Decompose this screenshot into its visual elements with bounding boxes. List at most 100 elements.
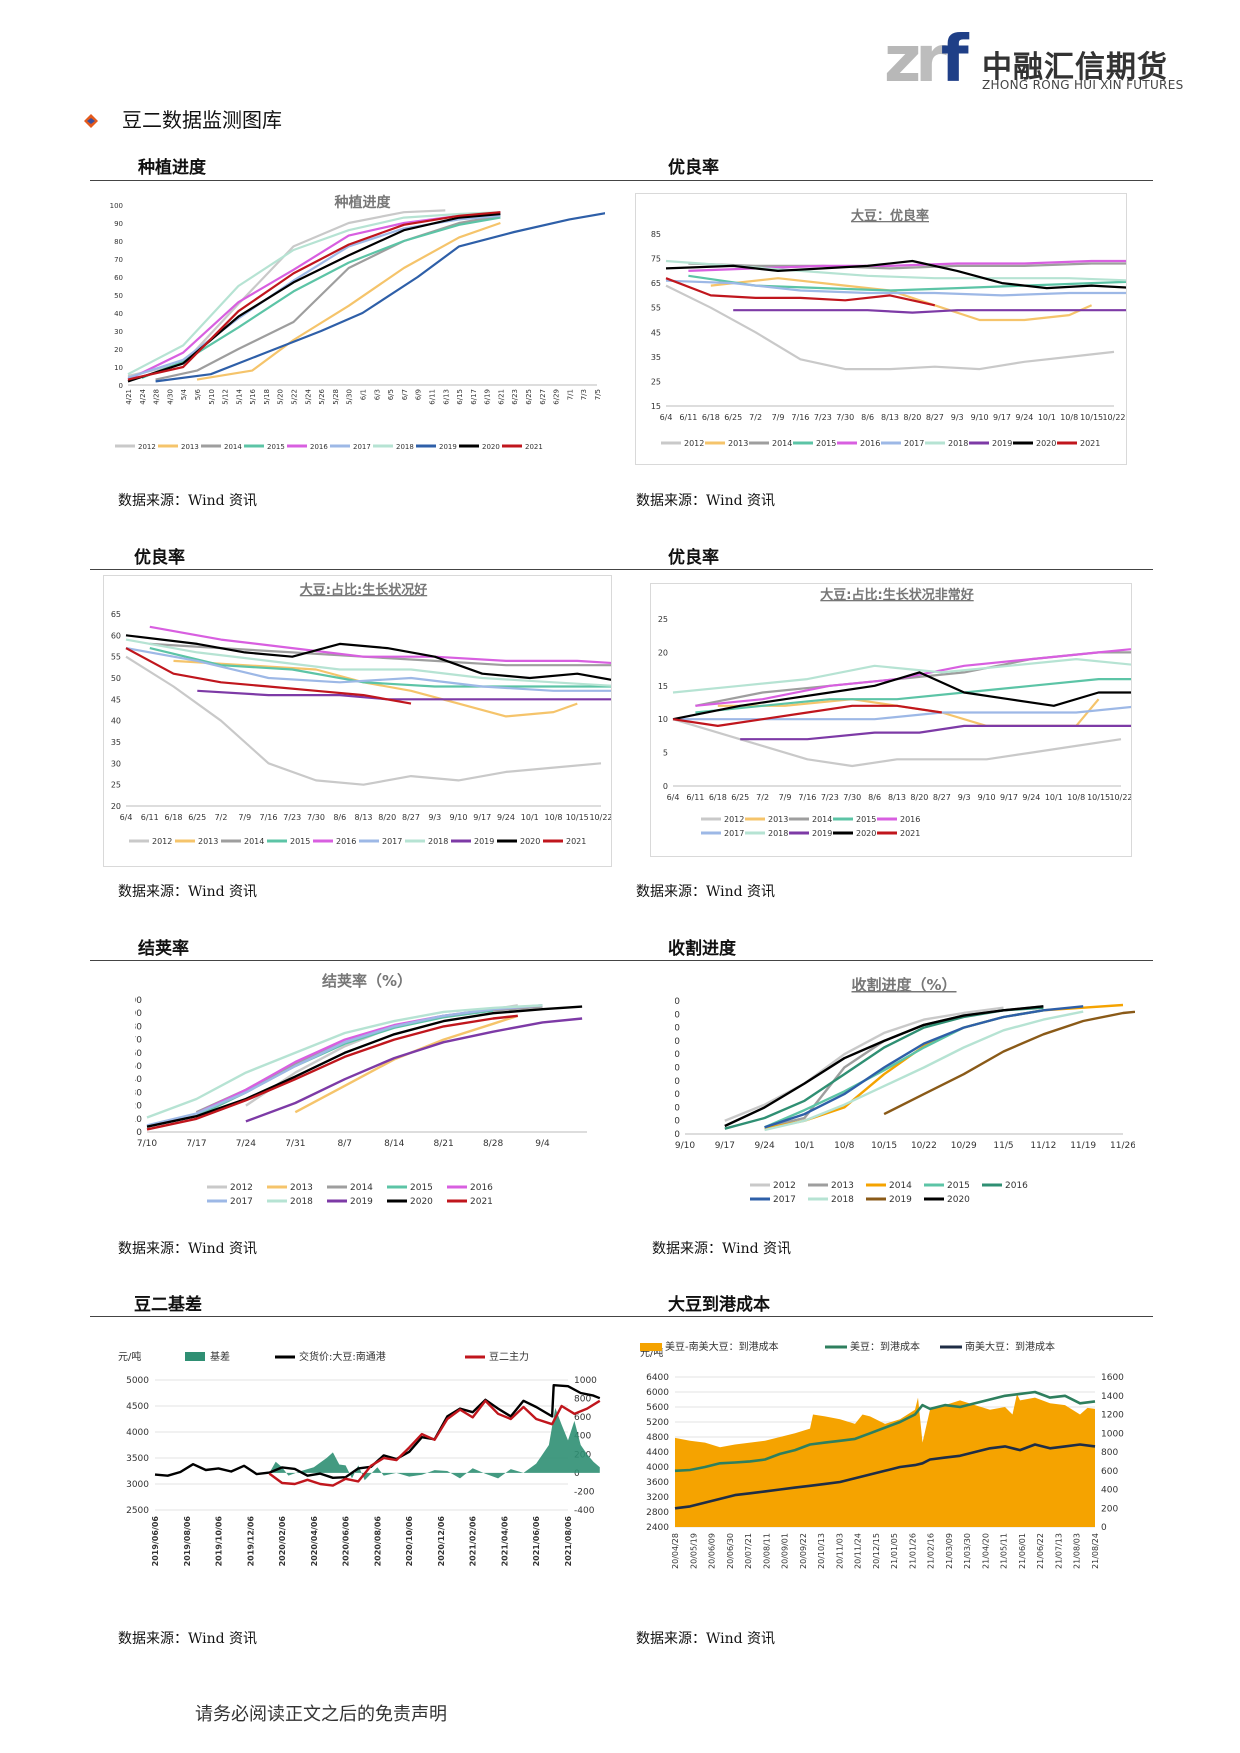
x-tick-label: 5/20: [277, 389, 285, 405]
data-source: 数据来源：Wind 资讯: [636, 884, 776, 900]
section-divider: [90, 1316, 1153, 1317]
chart-svg: 大豆:占比:生长状况好 20 25 30 35 40 45 50 55 60 65 6/4 6/11 6/…: [111, 582, 611, 846]
x-tick-label: 9/3: [951, 413, 964, 422]
legend-label: 2017: [904, 439, 924, 448]
x-tick-label: 2021/08/06: [564, 1516, 573, 1567]
y2-tick-label: 1000: [574, 1376, 597, 1386]
x-tick-label: 21/05/11: [1000, 1533, 1009, 1569]
series-line-2017: [764, 1005, 1084, 1129]
x-tick-label: 20/10/13: [817, 1533, 826, 1569]
chart-soybean-arrival-cost: 元/吨 2400 2800 3200 3600 4000 4400 4800 5200 5600 6…: [635, 1332, 1130, 1597]
x-tick-label: 6/25: [724, 413, 742, 422]
y-tick-label: 10: [114, 364, 123, 372]
x-tick-label: 6/9: [415, 389, 423, 400]
section-title-good-rate-1: 优良率: [668, 158, 719, 178]
y-tick-label: 30: [114, 328, 123, 336]
legend-label: 2020: [410, 1197, 433, 1207]
legend-label: 2016: [470, 1183, 493, 1193]
y-tick-label: 5200: [646, 1418, 669, 1428]
legend-label: 2018: [396, 443, 414, 451]
x-tick-label: 7/3: [580, 389, 588, 400]
x-tick-label: 7/1: [566, 389, 574, 400]
y-tick-label: 25: [658, 615, 668, 624]
legend-label: 2017: [382, 837, 402, 846]
legend-label: 2015: [267, 443, 285, 451]
chart-planting-progress: 种植进度 0 10 20 30 40 50 60 70 80 90 100 4/21 4/24 4/28 4/…: [110, 190, 605, 465]
x-tick-label: 4/24: [139, 388, 147, 404]
chart-svg: 结荚率（%） 0 10 20 30 40 50 60 70 80 90 100 7/10 7/17 7/24…: [135, 972, 587, 1207]
legend-label: 2015: [856, 815, 876, 824]
logo-mark: zrf: [884, 23, 969, 97]
company-name-cn: 中融汇信期货: [982, 50, 1168, 85]
x-tick-label: 10/8: [834, 1141, 854, 1151]
section-divider: [90, 960, 1153, 961]
series-line-2016: [149, 625, 611, 665]
x-tick-label: 9/24: [497, 813, 515, 822]
y2-tick-label: 0: [574, 1469, 580, 1479]
sa-cost-line: [674, 1443, 1096, 1510]
chart-title: 大豆:占比:生长状况非常好: [820, 587, 973, 603]
legend-label: 2013: [831, 1181, 854, 1191]
x-tick-label: 10/8: [1060, 413, 1078, 422]
y2-tick-label: 0: [1101, 1523, 1107, 1533]
legend-label: 2012: [138, 443, 156, 451]
series-line-2018: [127, 211, 501, 376]
x-tick-label: 8/27: [402, 813, 420, 822]
x-tick-label: 11/26: [1110, 1141, 1135, 1151]
y-axis-unit: 元/吨: [118, 1350, 141, 1363]
company-name-en: ZHONG RONG HUI XIN FUTURES: [982, 78, 1184, 92]
legend-label: 2013: [728, 439, 748, 448]
x-tick-label: 6/21: [497, 389, 505, 405]
chart-harvest-progress: 收割进度（%） 0 10 20 30 40 50 60 70 80 90 100 9/10 9/17 9/2…: [675, 970, 1135, 1220]
series-line-2019: [740, 724, 1131, 741]
legend-label: 2014: [812, 815, 832, 824]
legend-label: 2018: [768, 829, 788, 838]
data-source: 数据来源：Wind 资讯: [118, 1631, 258, 1647]
x-tick-label: 8/21: [434, 1139, 454, 1149]
y-tick-label: 80: [135, 1022, 142, 1032]
series-line-2019: [155, 212, 605, 383]
y-tick-label: 60: [114, 274, 123, 282]
chart-svg: 大豆：优良率 15 25 35 45 55 65 75 85 6/4 6/11 6/18 6/25 7/2…: [651, 208, 1126, 448]
series-line-2014: [764, 1003, 1124, 1130]
data-source: 数据来源：Wind 资讯: [118, 1241, 258, 1257]
x-tick-label: 20/05/19: [689, 1533, 698, 1569]
x-tick-label: 6/7: [401, 389, 409, 400]
x-tick-label: 5/28: [332, 389, 340, 405]
x-tick-label: 6/11: [141, 813, 159, 822]
chart-good-rate: 大豆：优良率 15 25 35 45 55 65 75 85 6/4 6/11 6/18 6/25 7/2…: [635, 193, 1127, 465]
y-tick-label: 65: [651, 279, 661, 288]
x-tick-label: 21/02/16: [927, 1533, 936, 1569]
chart-soybean2-basis: 元/吨250030003500400045005000-400-20002004…: [110, 1330, 610, 1595]
chart-title: 大豆:占比:生长状况好: [300, 582, 427, 598]
y-tick-label: 20: [658, 648, 668, 657]
x-tick-label: 8/28: [483, 1139, 503, 1149]
x-tick-label: 10/15: [566, 813, 589, 822]
chart-title: 大豆：优良率: [851, 208, 929, 224]
x-tick-label: 11/5: [993, 1141, 1013, 1151]
x-tick-label: 8/13: [355, 813, 373, 822]
x-tick-label: 10/22: [1102, 413, 1125, 422]
legend-label: 2014: [224, 443, 242, 451]
y-tick-label: 60: [135, 1049, 142, 1059]
x-tick-label: 8/27: [926, 413, 944, 422]
x-tick-label: 6/29: [553, 389, 561, 405]
x-tick-label: 5/10: [208, 389, 216, 405]
spread-area: [675, 1393, 1095, 1527]
x-tick-label: 10/22: [589, 813, 611, 822]
legend-label: 2012: [230, 1183, 253, 1193]
y-tick-label: 40: [111, 717, 121, 726]
section-title-arrival-cost: 大豆到港成本: [668, 1295, 770, 1315]
series-line-2017: [127, 214, 501, 379]
x-tick-label: 7/16: [798, 793, 816, 802]
y-tick-label: 85: [651, 230, 661, 239]
x-tick-label: 7/9: [779, 793, 792, 802]
y-tick-label: 30: [111, 759, 121, 768]
x-tick-label: 6/27: [539, 389, 547, 405]
y2-tick-label: 1600: [1101, 1373, 1124, 1383]
y-tick-label: 100: [110, 202, 123, 210]
x-tick-label: 6/23: [511, 389, 519, 405]
x-tick-label: 4/21: [125, 389, 133, 405]
x-tick-label: 6/1: [360, 389, 368, 400]
x-tick-label: 2021/02/06: [469, 1516, 478, 1567]
